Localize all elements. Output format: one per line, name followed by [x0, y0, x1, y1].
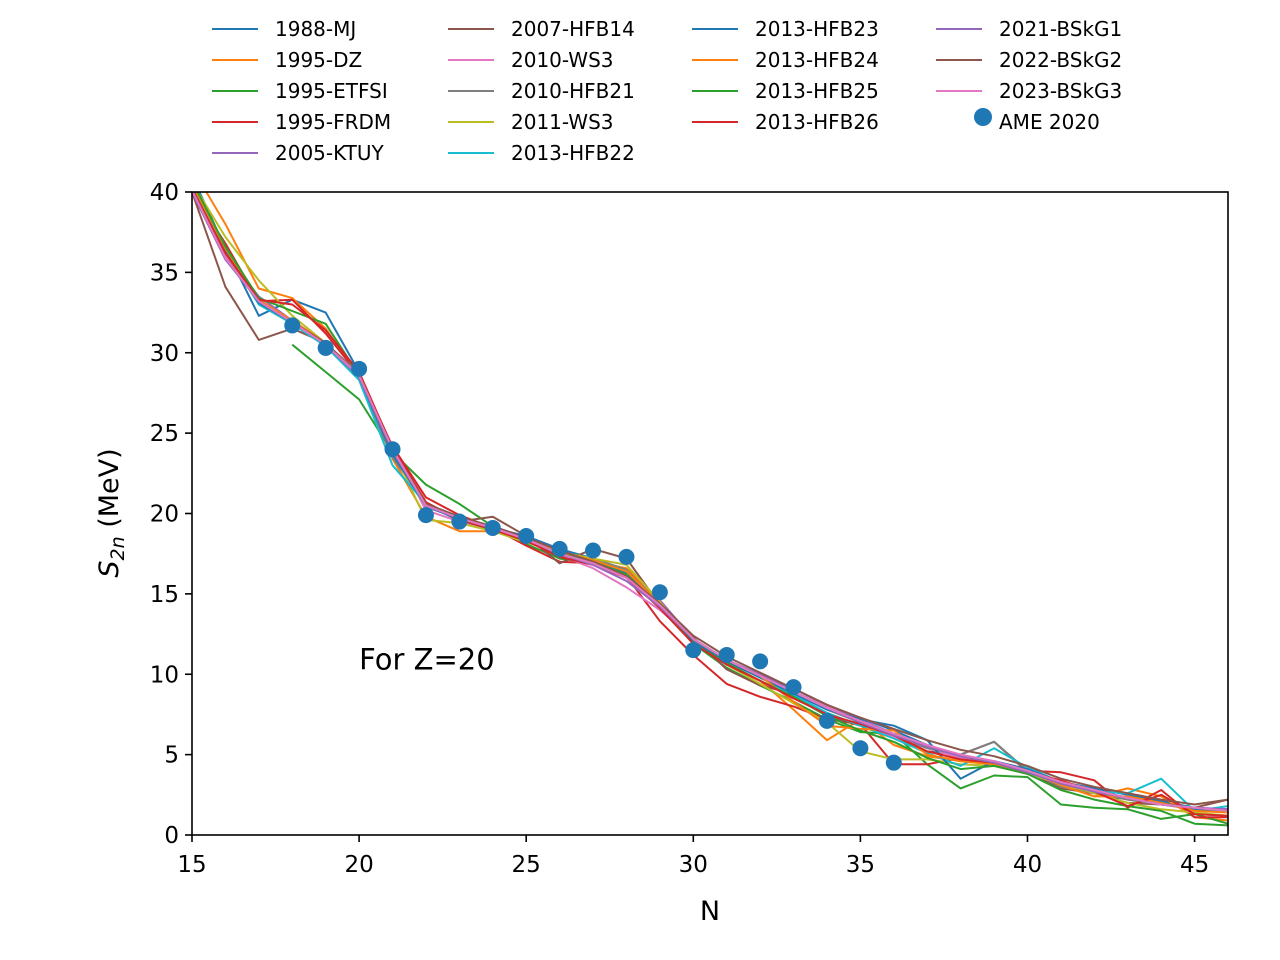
y-tick-label: 30: [150, 341, 179, 367]
data-point: [885, 754, 902, 771]
series-line-9: [194, 192, 1228, 812]
data-point: [384, 441, 401, 458]
legend-label: AME 2020: [999, 110, 1100, 134]
x-axis-title: N: [700, 896, 720, 927]
x-tick-label: 25: [512, 852, 541, 878]
x-tick-label: 40: [1013, 852, 1042, 878]
series-line-6: [192, 192, 1228, 812]
series-line-4: [192, 193, 1228, 811]
series-line-11: [195, 192, 1228, 814]
legend-label: 2011-WS3: [511, 110, 614, 134]
data-point: [351, 360, 368, 377]
legend-label: 2013-HFB25: [755, 79, 879, 103]
legend-label: 2022-BSkG2: [999, 48, 1122, 72]
legend: 1988-MJ 1995-DZ 1995-ETFSI 1995-FRDM 2005-KT…: [212, 17, 1122, 165]
series-line-2: [291, 343, 1228, 825]
y-tick-label: 10: [150, 662, 179, 688]
data-point: [551, 540, 568, 557]
legend-marker: [974, 108, 992, 126]
data-point: [484, 519, 501, 536]
y-tick-label: 40: [150, 180, 179, 206]
plot-frame: [191, 191, 1229, 836]
points-layer: [284, 317, 902, 771]
data-point: [818, 712, 835, 729]
data-point: [451, 513, 468, 530]
y-axis-title: S2n (MeV): [94, 448, 129, 577]
x-tick-label: 45: [1180, 852, 1209, 878]
series-line-5: [192, 192, 1228, 809]
series-line-1: [205, 192, 1228, 822]
legend-label: 2013-HFB26: [755, 110, 879, 134]
data-point: [618, 548, 635, 565]
series-line-3: [192, 192, 1228, 819]
data-point: [718, 646, 735, 663]
data-point: [585, 542, 602, 559]
x-tick-label: 35: [846, 852, 875, 878]
y-axis-title-unit: (MeV): [94, 448, 125, 536]
series-line-10: [194, 192, 1228, 812]
series-line-14: [192, 192, 1228, 811]
x-tick-label: 20: [344, 852, 373, 878]
legend-label: 2010-WS3: [511, 48, 614, 72]
series-line-0: [198, 192, 1228, 812]
legend-label: 2021-BSkG1: [999, 17, 1122, 41]
legend-label: 2013-HFB23: [755, 17, 879, 41]
data-point: [317, 339, 334, 356]
legend-label: 1995-DZ: [275, 48, 362, 72]
series-line-15: [192, 192, 1228, 806]
legend-label: 2013-HFB24: [755, 48, 879, 72]
x-tick-label: 30: [679, 852, 708, 878]
data-point: [651, 584, 668, 601]
y-tick-label: 20: [150, 502, 179, 528]
legend-label: 1988-MJ: [275, 17, 356, 41]
series-line-7: [193, 192, 1228, 812]
data-point: [752, 653, 769, 670]
y-axis-title-subscript: 2n: [107, 536, 129, 560]
y-tick-label: 35: [150, 260, 179, 286]
data-point: [284, 317, 301, 334]
legend-label: 2010-HFB21: [511, 79, 635, 103]
series-line-8: [196, 192, 1228, 817]
x-axis: 15 20 25 30 35 40 45: [177, 835, 1209, 878]
data-point: [685, 642, 702, 659]
legend-label: 2013-HFB22: [511, 141, 635, 165]
x-tick-label: 15: [177, 852, 206, 878]
y-tick-label: 25: [150, 421, 179, 447]
y-tick-label: 5: [164, 743, 179, 769]
y-axis: 0 5 10 15 20 25 30 35 40: [150, 180, 192, 849]
legend-label: 1995-FRDM: [275, 110, 391, 134]
legend-label: 1995-ETFSI: [275, 79, 388, 103]
series-layer: [192, 192, 1228, 827]
y-tick-label: 0: [164, 823, 179, 849]
data-point: [417, 507, 434, 524]
data-point: [852, 740, 869, 757]
legend-label: 2007-HFB14: [511, 17, 635, 41]
series-line-13: [192, 192, 1228, 817]
legend-label: 2023-BSkG3: [999, 79, 1122, 103]
series-line-12: [196, 192, 1228, 827]
legend-label: 2005-KTUY: [275, 141, 385, 165]
y-axis-title-main: S: [94, 561, 125, 578]
annotation: For Z=20: [359, 642, 495, 676]
data-point: [518, 528, 535, 545]
data-point: [785, 679, 802, 696]
series-line-16: [192, 192, 1228, 812]
y-tick-label: 15: [150, 582, 179, 608]
